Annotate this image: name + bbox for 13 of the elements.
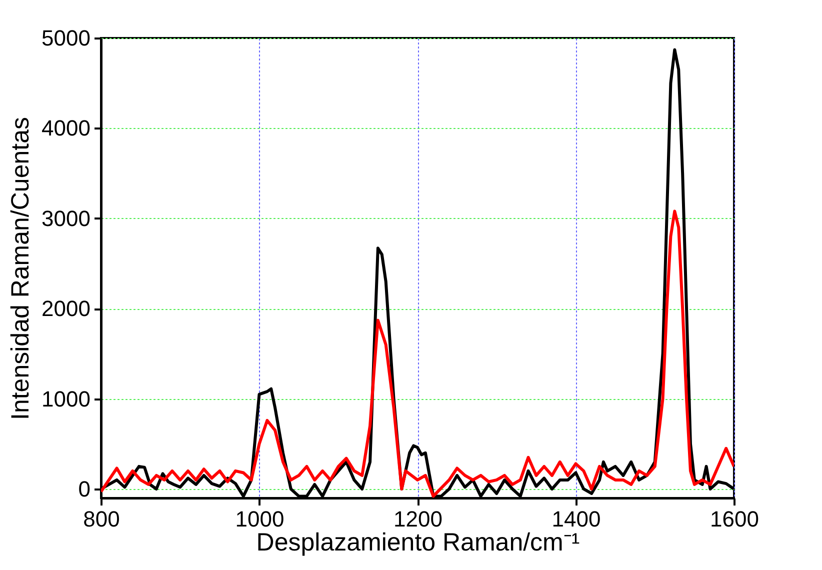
x-tick-label: 1000 bbox=[235, 506, 284, 532]
x-axis-title: Desplazamiento Raman/cm⁻¹ bbox=[256, 528, 580, 556]
y-tick-label: 2000 bbox=[42, 296, 90, 322]
x-tick-label: 1400 bbox=[552, 506, 601, 532]
y-tick-label: 4000 bbox=[42, 116, 90, 141]
x-tick-label: 1200 bbox=[394, 506, 442, 532]
y-tick-label: 0 bbox=[78, 476, 90, 502]
y-tick-label: 3000 bbox=[42, 206, 90, 231]
y-tick-label: 1000 bbox=[42, 386, 90, 412]
y-tick-label: 5000 bbox=[42, 26, 90, 50]
x-tick-label: 1600 bbox=[710, 506, 759, 532]
x-tick-label: 800 bbox=[83, 506, 120, 532]
y-axis-title: Intensidad Raman/Cuentas bbox=[6, 117, 35, 420]
